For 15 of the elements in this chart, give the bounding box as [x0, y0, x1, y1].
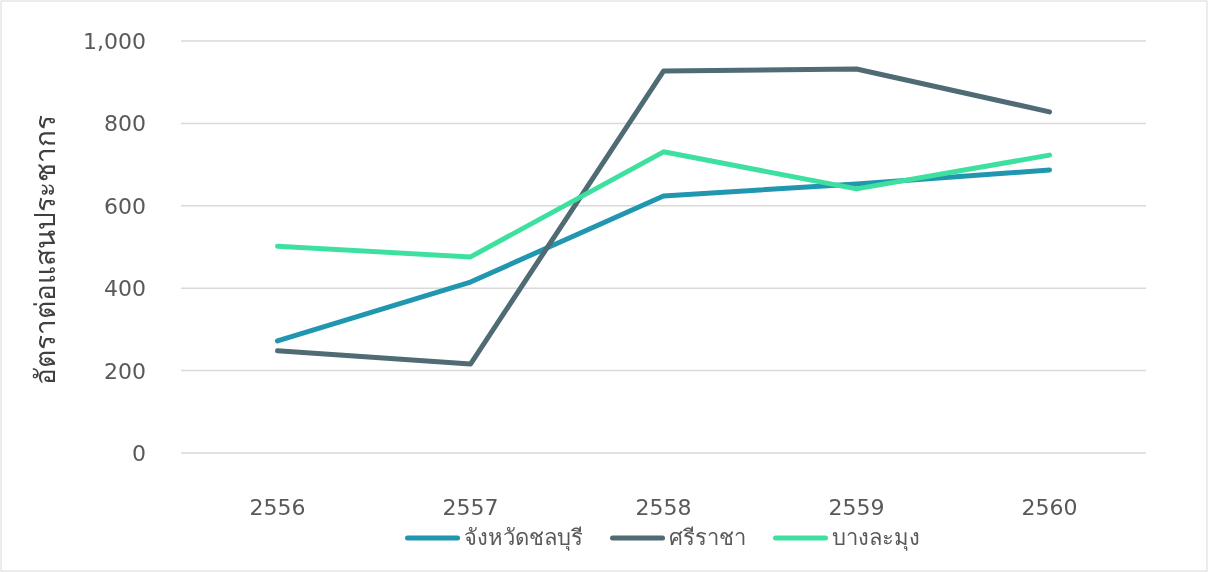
x-tick-label: 2560	[1021, 495, 1078, 520]
y-tick-label: 200	[104, 358, 146, 384]
y-tick-label: 600	[104, 193, 146, 219]
legend-label: ศรีราชา	[668, 525, 746, 550]
x-tick-label: 2556	[249, 495, 306, 520]
y-tick-label: 400	[104, 276, 146, 302]
x-tick-label: 2559	[828, 495, 885, 520]
x-tick-label: 2558	[635, 495, 692, 520]
y-tick-label: 800	[104, 111, 146, 137]
y-axis-title: อัตราต่อแสนประชากร	[29, 115, 62, 385]
y-tick-label: 0	[132, 441, 146, 466]
legend-label: บางละมุง	[831, 525, 920, 551]
legend-label: จังหวัดชลบุรี	[463, 525, 583, 551]
y-tick-label: 1,000	[83, 29, 146, 54]
x-tick-label: 2557	[442, 495, 499, 520]
